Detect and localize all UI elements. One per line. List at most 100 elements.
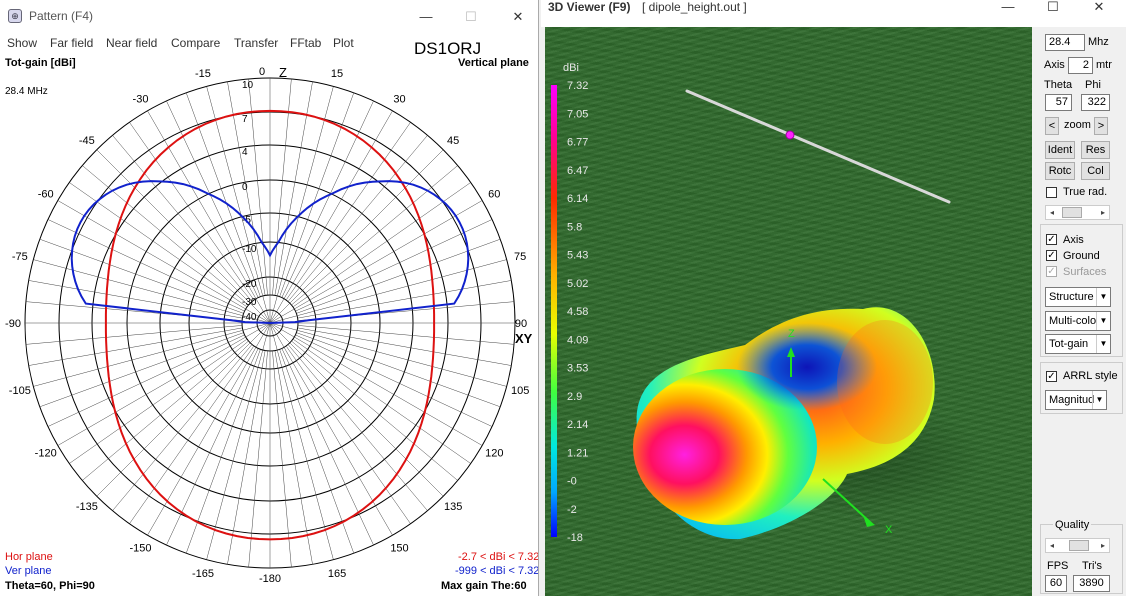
- slider-thumb[interactable]: [1062, 207, 1082, 218]
- x-axis-line: [822, 478, 871, 523]
- arrl-style-checkbox[interactable]: ✓: [1046, 371, 1057, 382]
- hor-range: -2.7 < dBi < 7.32: [458, 551, 539, 563]
- pattern-null-region: [737, 323, 877, 411]
- z-axis-label: Z: [788, 328, 795, 340]
- grid-spoke: [185, 349, 261, 554]
- ring-gain-label: 0: [242, 182, 248, 193]
- grid-spoke: [227, 350, 266, 565]
- col-button[interactable]: Col: [1081, 162, 1110, 180]
- viewer-minimize-button[interactable]: —: [1001, 0, 1015, 14]
- ring-gain-label: -30: [242, 297, 257, 308]
- viewer-close-button[interactable]: ✕: [1093, 0, 1105, 14]
- scale-tick-label: 5.8: [567, 221, 582, 233]
- grid-spoke: [269, 322, 507, 387]
- 3d-scene[interactable]: dBi 7.32 7.05 6.77 6.47 6.14 5.8 5.43 5.02 4.58 4.…: [545, 27, 1032, 596]
- grid-spoke: [269, 110, 393, 324]
- magnitude-dropdown[interactable]: Magnitud ▼: [1045, 390, 1107, 410]
- grid-spoke: [269, 86, 334, 324]
- viewer-maximize-button[interactable]: ☐: [1047, 0, 1059, 14]
- axis-checkbox[interactable]: ✓: [1046, 234, 1057, 245]
- ring-gain-label: -20: [242, 279, 257, 290]
- scale-tick-label: 4.58: [567, 306, 588, 318]
- angle-tick-label: 105: [511, 385, 529, 397]
- slider-right-arrow-icon[interactable]: ▸: [1100, 208, 1105, 217]
- slider-left-arrow-icon[interactable]: ◂: [1049, 208, 1054, 217]
- ground-checkbox-label: Ground: [1063, 250, 1100, 262]
- grid-spoke: [33, 322, 271, 387]
- grid-spoke: [269, 322, 444, 497]
- polar-plot: 0 153045607590105120135150165-180-165-150…: [5, 65, 533, 585]
- arrl-group: [1040, 362, 1123, 414]
- true-rad-slider[interactable]: ◂ ▸: [1045, 205, 1110, 220]
- ring-gain-label: 4: [242, 147, 248, 158]
- grid-spoke: [69, 338, 248, 464]
- grid-spoke: [39, 238, 244, 314]
- menu-far-field[interactable]: Far field: [50, 36, 94, 50]
- 3d-viewport[interactable]: dBi 7.32 7.05 6.77 6.47 6.14 5.8 5.43 5.02 4.58 4.…: [545, 27, 1032, 596]
- menu-transfer[interactable]: Transfer: [234, 36, 279, 50]
- grid-spoke: [292, 338, 471, 464]
- zoom-out-button[interactable]: <: [1045, 117, 1059, 135]
- viewer-control-panel: 28.4 Mhz Axis 2 mtr Theta Phi 57 322 < z…: [1037, 27, 1126, 596]
- ident-button[interactable]: Ident: [1045, 141, 1075, 159]
- minimize-button[interactable]: —: [419, 9, 433, 24]
- axis-length-label: Axis: [1044, 59, 1065, 71]
- angle-tick-label: 15: [331, 68, 343, 80]
- grid-spoke: [274, 350, 313, 565]
- fps-readout: 60: [1045, 575, 1067, 592]
- menu-plot[interactable]: Plot: [333, 36, 354, 50]
- true-rad-checkbox[interactable]: [1046, 187, 1057, 198]
- grid-spoke: [292, 182, 471, 308]
- slider-left-arrow-icon[interactable]: ◂: [1049, 541, 1054, 550]
- scale-tick-label: 5.43: [567, 250, 588, 262]
- grid-spoke: [269, 149, 444, 324]
- menu-compare[interactable]: Compare: [171, 36, 221, 50]
- rotc-button[interactable]: Rotc: [1045, 162, 1075, 180]
- viewer-titlebar[interactable]: 3D Viewer (F9) [ dipole_height.out ] — ☐…: [541, 0, 1126, 27]
- pattern-menubar: Show Far field Near field Compare Transf…: [0, 33, 538, 53]
- scale-tick-label: 6.77: [567, 137, 588, 149]
- grid-spoke: [295, 334, 493, 427]
- grid-spoke: [287, 344, 428, 511]
- structure-dropdown[interactable]: Structure ▼: [1045, 287, 1111, 307]
- xy-axis-label: XY: [515, 331, 533, 346]
- pattern-titlebar[interactable]: ⊕ Pattern (F4) — ☐ ✕: [0, 0, 538, 32]
- theta-input[interactable]: 57: [1045, 94, 1072, 111]
- res-button[interactable]: Res: [1081, 141, 1110, 159]
- z-axis-arrow-icon: [787, 347, 795, 357]
- frequency-input[interactable]: 28.4: [1045, 34, 1085, 51]
- grid-spoke: [82, 340, 249, 481]
- viewer-title: 3D Viewer (F9): [548, 0, 631, 14]
- arrl-style-label: ARRL style: [1063, 370, 1118, 382]
- menu-fftab[interactable]: FFtab: [290, 36, 322, 50]
- surfaces-checkbox[interactable]: ✓: [1046, 266, 1057, 277]
- maximize-button[interactable]: ☐: [465, 9, 477, 24]
- close-button[interactable]: ✕: [512, 9, 524, 24]
- axis-length-input[interactable]: 2: [1068, 57, 1093, 74]
- grid-spoke: [269, 200, 483, 324]
- chevron-down-icon: ▼: [1092, 391, 1106, 409]
- phi-input[interactable]: 322: [1081, 94, 1110, 111]
- angle-tick-label: 165: [328, 568, 346, 580]
- color-mode-dropdown[interactable]: Multi-colo ▼: [1045, 311, 1111, 331]
- callsign: DS1ORJ: [414, 39, 482, 58]
- slider-right-arrow-icon[interactable]: ▸: [1100, 541, 1105, 550]
- angle-tick-label: -75: [12, 251, 28, 263]
- hor-plane-label: Hor plane: [5, 551, 53, 563]
- zoom-in-button[interactable]: >: [1094, 117, 1108, 135]
- angle-tick-label: -150: [129, 542, 151, 554]
- gain-type-dropdown[interactable]: Tot-gain ▼: [1045, 334, 1111, 354]
- menu-show[interactable]: Show: [7, 36, 38, 50]
- slider-thumb[interactable]: [1069, 540, 1089, 551]
- ground-checkbox[interactable]: ✓: [1046, 250, 1057, 261]
- chevron-down-icon: ▼: [1096, 288, 1110, 306]
- grid-spoke: [206, 86, 271, 324]
- grid-spoke: [285, 345, 411, 524]
- angle-tick-label: 60: [488, 189, 500, 201]
- grid-spoke: [297, 280, 512, 319]
- surfaces-checkbox-label: Surfaces: [1063, 266, 1107, 278]
- quality-slider[interactable]: ◂ ▸: [1045, 538, 1110, 553]
- grid-spoke: [28, 327, 243, 366]
- menu-near-field[interactable]: Near field: [106, 36, 158, 50]
- angle-tick-label: -30: [133, 94, 149, 106]
